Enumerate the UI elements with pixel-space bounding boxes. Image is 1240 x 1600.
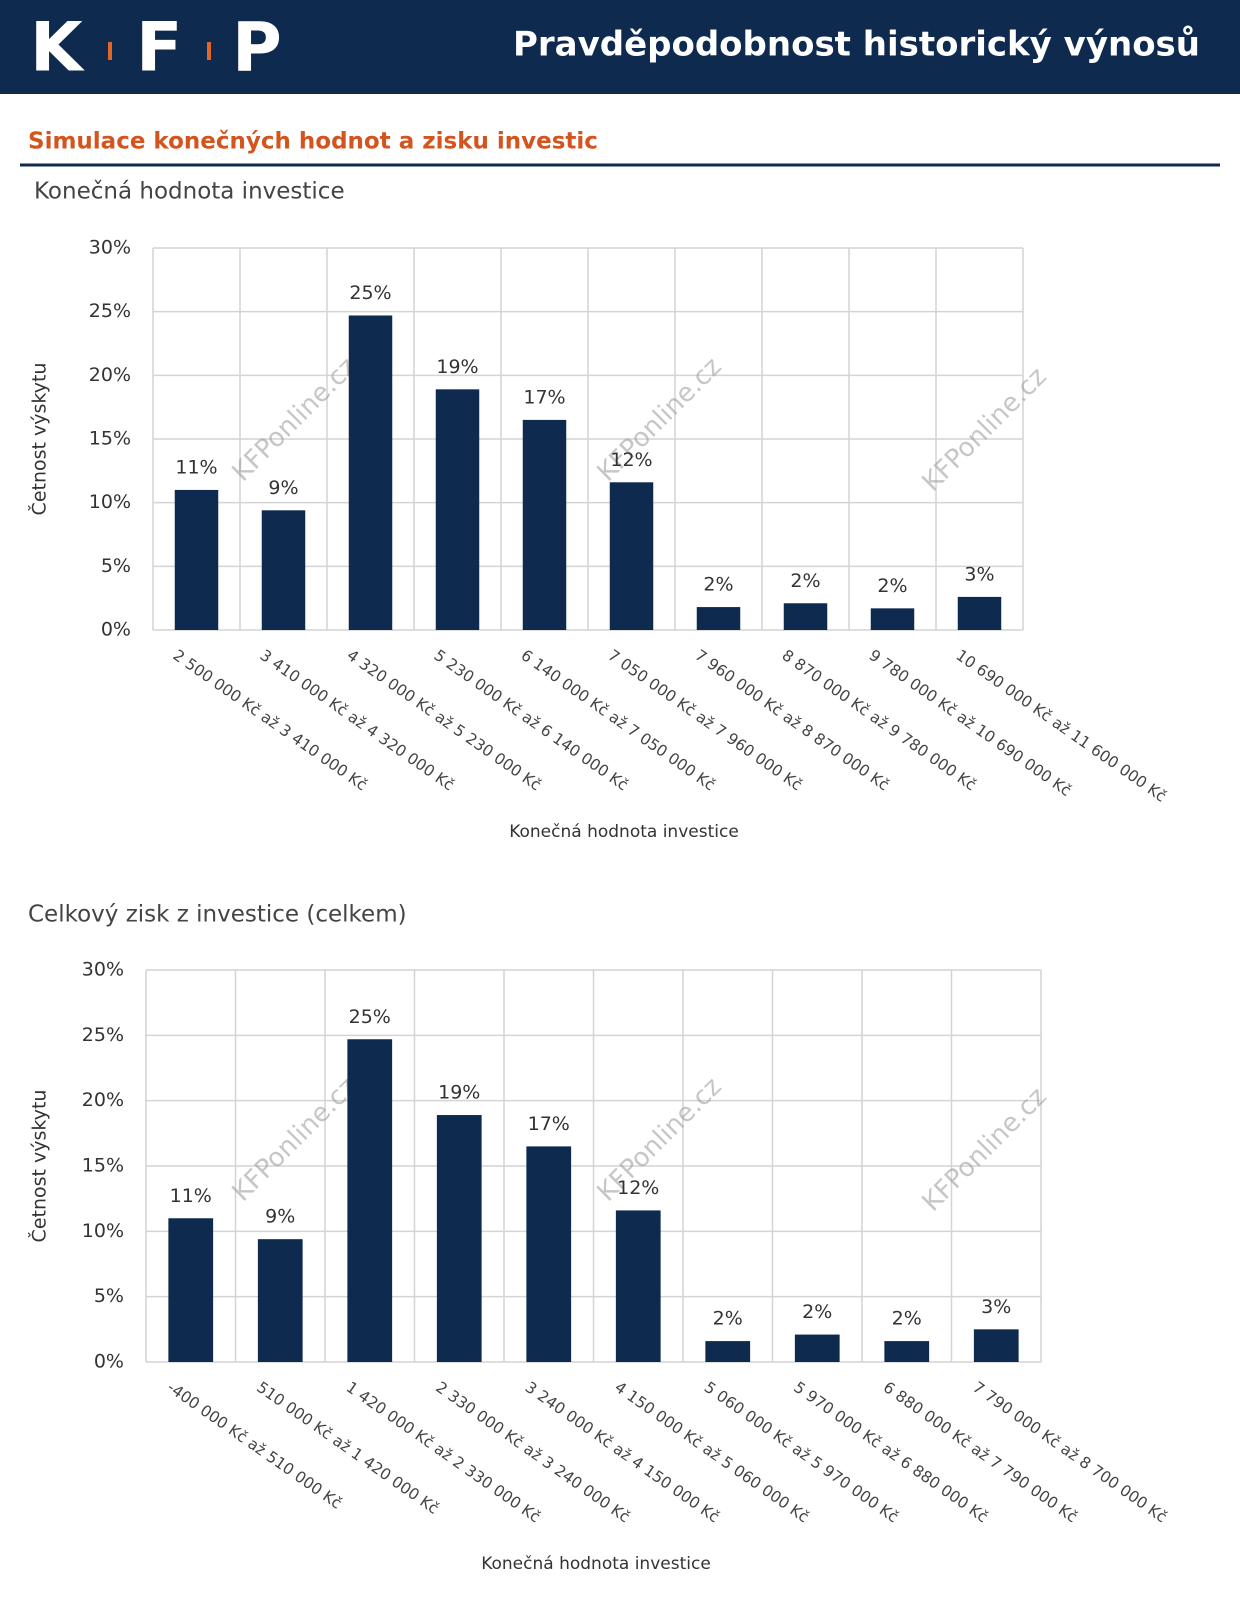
watermark: KFPonline.cz bbox=[227, 352, 363, 488]
y-tick-label: 10% bbox=[89, 491, 131, 513]
y-tick-label: 5% bbox=[94, 1285, 124, 1307]
value-label: 3% bbox=[981, 1296, 1011, 1318]
y-tick-label: 10% bbox=[82, 1220, 124, 1242]
y-tick-label: 5% bbox=[101, 555, 131, 577]
bar bbox=[348, 315, 393, 630]
bar bbox=[522, 419, 567, 630]
y-tick-label: 25% bbox=[82, 1024, 124, 1046]
value-label: 19% bbox=[436, 356, 478, 378]
y-tick-label: 0% bbox=[101, 619, 131, 641]
value-label: 2% bbox=[703, 574, 733, 596]
y-tick-label: 20% bbox=[82, 1089, 124, 1111]
value-label: 2% bbox=[892, 1308, 922, 1330]
y-axis-title: Četnost výskytu bbox=[27, 363, 51, 516]
logo-letter: P bbox=[232, 9, 282, 88]
y-tick-label: 20% bbox=[89, 364, 131, 386]
value-label: 2% bbox=[713, 1308, 743, 1330]
bar bbox=[794, 1334, 840, 1362]
bar bbox=[174, 489, 219, 630]
y-axis-title: Četnost výskytu bbox=[27, 1090, 51, 1243]
bar bbox=[609, 482, 654, 630]
bar bbox=[615, 1210, 661, 1362]
bar bbox=[957, 596, 1002, 630]
bar bbox=[168, 1218, 214, 1362]
bar bbox=[257, 1239, 303, 1362]
value-label: 2% bbox=[802, 1301, 832, 1323]
chart-title: Celkový zisk z investice (celkem) bbox=[28, 902, 407, 928]
bar bbox=[261, 510, 306, 630]
watermark: KFPonline.cz bbox=[917, 362, 1053, 498]
watermark: KFPonline.cz bbox=[917, 1082, 1053, 1218]
value-label: 3% bbox=[964, 563, 994, 585]
y-tick-label: 15% bbox=[89, 428, 131, 450]
logo-separator bbox=[108, 42, 112, 60]
x-axis-title: Konečná hodnota investice bbox=[509, 822, 739, 842]
bar bbox=[870, 608, 915, 630]
y-tick-label: 0% bbox=[94, 1351, 124, 1373]
logo-letter: F bbox=[136, 9, 182, 88]
watermark: KFPonline.cz bbox=[592, 1072, 728, 1208]
watermark: KFPonline.cz bbox=[227, 1072, 363, 1208]
logo-separator bbox=[207, 42, 211, 60]
value-label: 12% bbox=[610, 449, 652, 471]
bar bbox=[884, 1341, 930, 1362]
y-tick-label: 25% bbox=[89, 300, 131, 322]
bar bbox=[435, 389, 480, 630]
value-label: 19% bbox=[438, 1082, 480, 1104]
value-label: 11% bbox=[175, 456, 217, 478]
value-label: 12% bbox=[617, 1177, 659, 1199]
bar bbox=[783, 603, 828, 630]
y-tick-label: 15% bbox=[82, 1155, 124, 1177]
value-label: 25% bbox=[349, 1006, 391, 1028]
header-bar bbox=[0, 0, 1240, 94]
x-axis-title: Konečná hodnota investice bbox=[481, 1554, 711, 1574]
value-label: 2% bbox=[790, 570, 820, 592]
value-label: 17% bbox=[528, 1113, 570, 1135]
value-label: 9% bbox=[268, 477, 298, 499]
value-label: 9% bbox=[265, 1206, 295, 1228]
bar bbox=[526, 1146, 572, 1362]
y-tick-label: 30% bbox=[89, 237, 131, 259]
bar bbox=[973, 1329, 1019, 1362]
bar bbox=[696, 607, 741, 630]
value-label: 17% bbox=[523, 386, 565, 408]
logo-letter: K bbox=[30, 9, 85, 88]
value-label: 11% bbox=[170, 1185, 212, 1207]
bar bbox=[705, 1341, 751, 1362]
value-label: 2% bbox=[877, 575, 907, 597]
value-label: 25% bbox=[349, 282, 391, 304]
x-tick-label: 510 000 Kč až 1 420 000 Kč bbox=[253, 1378, 442, 1518]
bar bbox=[436, 1115, 482, 1362]
page-title: Pravděpodobnost historický výnosů bbox=[513, 25, 1200, 65]
bar bbox=[347, 1039, 393, 1362]
y-tick-label: 30% bbox=[82, 959, 124, 981]
x-tick-label: -400 000 Kč až 510 000 Kč bbox=[164, 1378, 345, 1512]
section-title: Simulace konečných hodnot a zisku invest… bbox=[28, 129, 598, 155]
chart-title: Konečná hodnota investice bbox=[34, 179, 345, 205]
